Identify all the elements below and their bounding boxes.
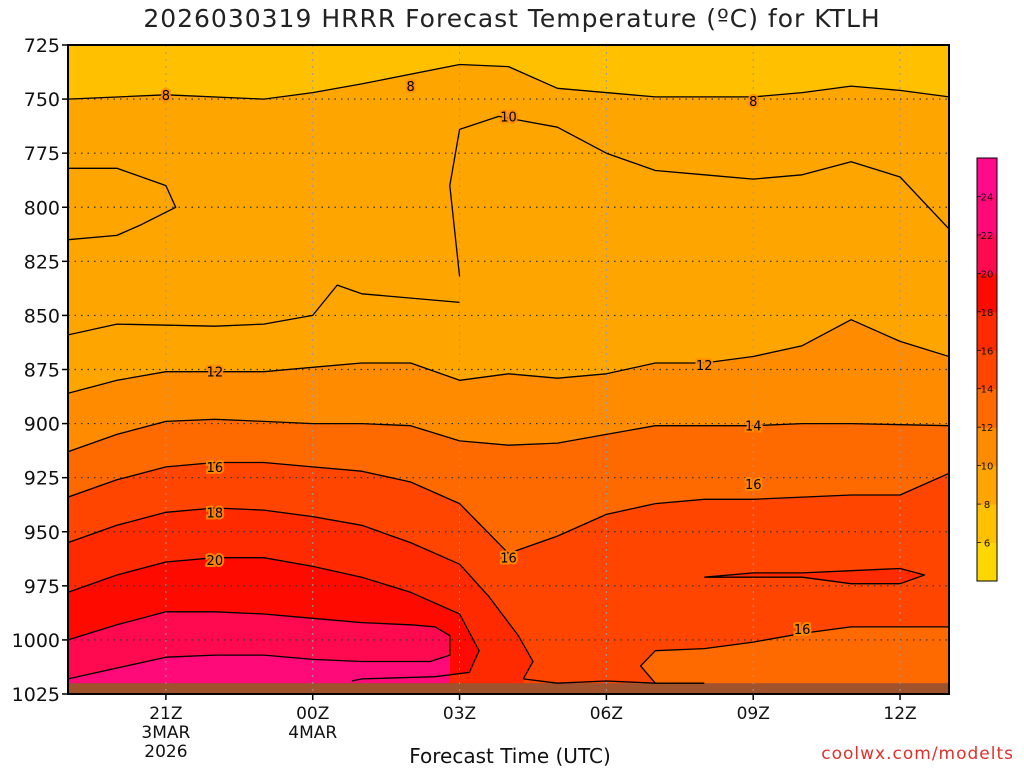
contour-labels: 8 8 8 10 12 12 14 16 16 16 16 18 20 [160,78,813,640]
y-tick-label-1025: 1025 [12,684,60,706]
x-tick-label-21Z: 21Z [149,704,182,724]
ground-strip [68,683,949,694]
contour-line-10-2 [68,167,177,241]
colorbar-frame [976,157,998,582]
x-tick-label-06Z: 06Z [590,704,623,724]
contour-label-16: 16 [500,552,517,567]
colorbar-band-6 [977,311,997,351]
contour-fills [68,45,949,694]
contour-line-10-1 [449,115,949,277]
colorbar-label-22: 22 [981,231,994,242]
y-tick-label-725: 725 [24,35,60,57]
grid-lines [68,45,949,694]
x-tick-label-4MAR: 4MAR [288,723,337,743]
colorbar-label-10: 10 [981,462,994,473]
x-tick-label-03Z: 03Z [443,704,476,724]
colorbar-label-14: 14 [981,385,994,396]
y-tick-label-825: 825 [24,251,60,273]
colorbar-band-5 [977,350,997,390]
colorbar-label-16: 16 [981,346,994,357]
ground-layer [68,683,949,694]
contour-lines [68,63,949,684]
x-tick-label-09Z: 09Z [737,704,770,724]
colorbar-band-1 [977,504,997,544]
y-tick-label-950: 950 [24,522,60,544]
colorbar-band-4 [977,388,997,428]
contour-label-8: 8 [749,95,757,110]
contour-line-16-10 [523,678,705,684]
contour-label-12: 12 [696,359,713,374]
y-tick-label-925: 925 [24,468,60,490]
colorbar-band-3 [977,427,997,467]
y-tick-label-900: 900 [24,414,60,436]
contour-line-8-0 [68,63,949,100]
y-tick-label-800: 800 [24,197,60,219]
colorbar-label-20: 20 [981,269,994,280]
colorbar-band-7 [977,273,997,313]
contour-label-20: 20 [207,554,224,569]
credit-link[interactable]: coolwx.com/modelts [821,744,1014,764]
contour-line-16-11 [639,626,949,684]
colorbar-label-8: 8 [984,500,990,511]
contour-line-20-8 [68,557,480,682]
contour-line-18-7 [68,507,534,680]
colorbar-band-0 [977,542,997,582]
contour-label-8: 8 [406,80,414,95]
contour-line-16-6 [68,461,949,555]
colorbar-band-10 [977,158,997,197]
contour-label-18: 18 [207,506,224,521]
colorbar: 6 8 10 12 14 16 18 20 22 24 [976,157,998,582]
colorbar-label-18: 18 [981,308,994,319]
y-tick-label-975: 975 [24,576,60,598]
y-tick-label-750: 750 [24,89,60,111]
contour-line-22-9 [68,611,451,680]
contour-label-16: 16 [745,478,762,493]
contour-label-12: 12 [207,366,224,381]
contour-label-8: 8 [162,89,170,104]
contour-line-12-4 [68,319,949,394]
colorbar-band-9 [977,196,997,236]
contour-label-16: 16 [207,461,224,476]
colorbar-label-12: 12 [981,423,994,434]
y-axis: 725 750 775 800 825 850 875 900 925 950 975 1000 102… [12,35,68,706]
x-tick-label-12Z: 12Z [883,704,916,724]
y-tick-label-1000: 1000 [12,630,60,652]
contour-line-18-12 [704,567,926,585]
y-tick-label-875: 875 [24,360,60,382]
chart-title: 2026030319 HRRR Forecast Temperature (ºC… [143,4,881,33]
contour-label-10: 10 [500,110,517,125]
colorbar-band-2 [977,465,997,505]
contour-line-14-5 [68,418,949,453]
contour-label-14: 14 [745,420,762,435]
x-tick-label-00Z: 00Z [296,704,329,724]
colorbar-label-24: 24 [981,192,994,203]
contour-label-16: 16 [794,623,811,638]
colorbar-band-8 [977,234,997,274]
y-tick-label-775: 775 [24,143,60,165]
x-tick-label-2026: 2026 [144,742,187,762]
contour-line-10-3 [68,284,460,336]
x-axis-label: Forecast Time (UTC) [409,744,611,768]
colorbar-label-6: 6 [984,539,990,550]
y-tick-label-850: 850 [24,305,60,327]
x-tick-label-3MAR: 3MAR [141,723,190,743]
